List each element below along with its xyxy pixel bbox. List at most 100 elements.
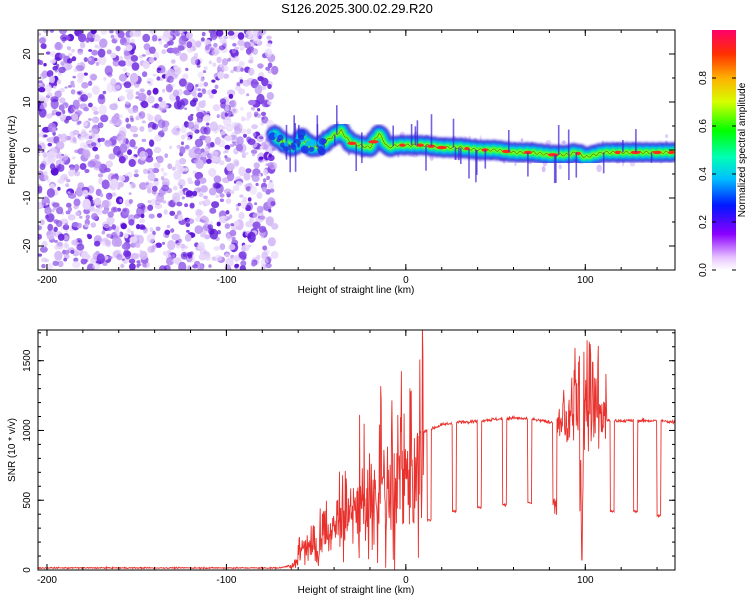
noise-speckle [234,46,240,51]
noise-speckle [245,168,252,174]
noise-speckle [55,111,62,117]
noise-speckle [123,81,132,89]
noise-speckle [109,256,113,260]
noise-speckle [109,103,118,111]
noise-speckle [79,103,88,110]
noise-speckle [140,213,145,219]
noise-speckle [112,207,116,212]
noise-speckle [77,49,84,55]
noise-speckle [204,128,209,134]
noise-speckle [170,228,175,233]
noise-speckle [46,70,54,78]
noise-speckle [138,111,146,119]
noise-speckle [258,226,267,233]
noise-speckle [118,135,127,145]
noise-speckle [41,240,48,248]
noise-speckle [224,149,229,154]
noise-speckle [51,127,57,133]
noise-speckle [195,40,202,48]
snr-frame [37,329,676,571]
track-peak [399,143,406,147]
noise-speckle [128,219,135,226]
noise-speckle [178,78,187,87]
noise-speckle [244,152,249,155]
noise-speckle [266,42,272,48]
noise-speckle [174,66,182,75]
noise-speckle [259,136,264,140]
noise-speckle [263,178,267,183]
noise-speckle [154,134,162,142]
noise-speckle [87,56,96,65]
noise-speckle [60,34,69,42]
noise-speckle [237,202,241,207]
noise-speckle [39,72,46,80]
noise-speckle [179,157,187,165]
noise-speckle [57,186,61,191]
noise-speckle [68,169,75,177]
noise-speckle [133,173,139,178]
colorbar-tick-label: 0.8 [698,71,709,85]
noise-speckle [75,65,84,72]
noise-speckle [80,131,88,138]
noise-speckle [257,108,261,112]
noise-speckle [91,49,99,56]
noise-speckle [135,242,141,248]
noise-speckle [259,215,266,220]
track-peak [347,141,357,145]
noise-speckle [167,200,173,207]
noise-speckle [239,47,244,51]
noise-speckle [112,59,120,67]
noise-speckle [147,127,153,133]
track-haze [596,164,602,173]
noise-speckle [111,192,117,197]
colorbar-ticks: 0.0 0.2 0.4 0.6 0.8 [698,71,736,277]
spectrogram-y-tick-label: 10 [22,96,33,108]
noise-speckle [192,190,198,197]
noise-speckle [197,263,204,270]
noise-speckle [171,166,176,171]
noise-speckle [195,208,203,218]
noise-speckle [160,130,164,134]
noise-speckle [187,253,193,259]
noise-speckle [195,217,202,222]
noise-speckle [98,55,107,66]
noise-speckle [125,44,133,51]
noise-speckle [67,191,71,194]
noise-speckle [199,219,204,223]
noise-speckle [64,243,70,249]
noise-speckle [241,246,247,252]
noise-speckle [134,253,140,259]
noise-speckle [152,87,159,95]
spectrogram-noise [38,30,673,270]
noise-speckle [216,221,221,227]
noise-speckle [152,123,159,130]
noise-speckle [134,83,140,88]
noise-speckle [185,67,189,72]
noise-speckle [250,40,256,47]
noise-speckle [76,110,83,116]
noise-speckle [77,120,82,125]
noise-speckle [38,133,42,138]
noise-speckle [81,250,89,260]
noise-speckle [128,159,136,167]
noise-speckle [184,234,192,242]
noise-speckle [257,63,264,69]
noise-speckle [45,51,51,55]
noise-speckle [193,159,199,164]
noise-speckle [179,185,183,189]
noise-speckle [191,91,197,97]
noise-speckle [39,163,46,171]
track-blob [277,134,284,141]
noise-speckle [266,92,274,100]
noise-speckle [212,36,217,41]
noise-speckle [50,96,59,103]
noise-speckle [86,233,91,238]
noise-speckle [77,72,85,79]
noise-speckle [108,75,112,78]
colorbar: 0.0 0.2 0.4 0.6 0.8 Normalized spectral ampl… [698,30,748,277]
noise-speckle [245,47,252,55]
noise-speckle [142,263,147,268]
noise-speckle [109,30,114,34]
noise-speckle [100,137,105,142]
noise-speckle [219,198,224,203]
